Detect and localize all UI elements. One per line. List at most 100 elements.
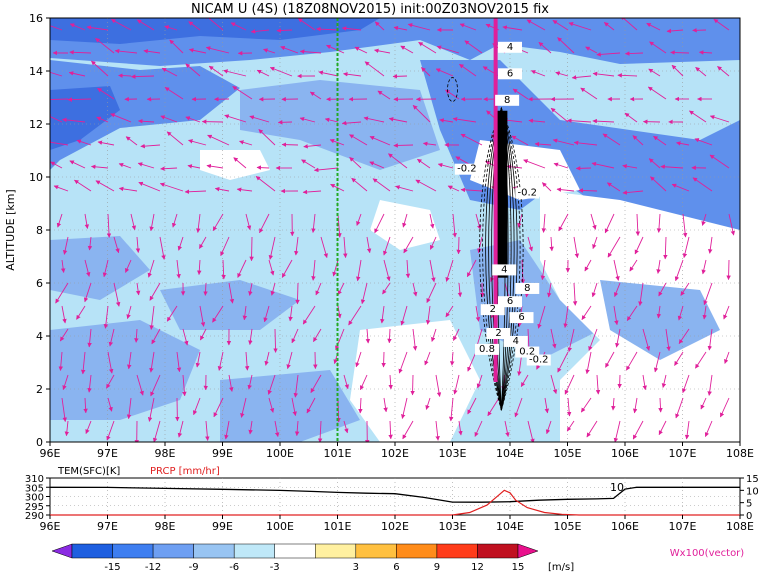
wind-vector bbox=[692, 177, 713, 192]
wind-vector bbox=[523, 159, 546, 169]
wind-vector bbox=[87, 374, 92, 393]
wind-vector bbox=[248, 420, 253, 435]
wind-vector bbox=[658, 420, 667, 436]
wind-vector bbox=[56, 213, 63, 228]
field-region-15 bbox=[600, 280, 720, 360]
wind-vector bbox=[301, 159, 316, 169]
field-region-3 bbox=[50, 86, 120, 150]
wind-vector bbox=[236, 187, 253, 192]
wind-vector bbox=[207, 134, 230, 146]
wind-vector bbox=[689, 110, 707, 123]
wind-vector bbox=[658, 397, 663, 413]
wind-vector bbox=[571, 75, 592, 80]
wind-vector bbox=[726, 259, 731, 281]
wind-vector bbox=[160, 166, 178, 171]
wind-vector bbox=[192, 397, 201, 416]
wind-vector bbox=[205, 46, 230, 54]
wind-vector bbox=[349, 134, 368, 146]
wind-vector bbox=[520, 374, 529, 387]
contour-label: 2 bbox=[490, 304, 496, 315]
wind-vector bbox=[671, 183, 690, 192]
x-tick-label: 107E bbox=[669, 447, 697, 460]
wind-vector bbox=[456, 236, 461, 255]
wind-vector bbox=[449, 351, 455, 366]
wind-vector bbox=[126, 397, 132, 420]
wind-vector bbox=[383, 259, 391, 282]
contour-label: -0.2 bbox=[517, 188, 537, 199]
wind-vector bbox=[96, 116, 109, 123]
wind-vector bbox=[62, 117, 86, 123]
legend-temperature: TEM(SFC)[K] bbox=[57, 466, 120, 477]
wind-vector bbox=[638, 282, 644, 306]
wind-vector bbox=[341, 26, 362, 31]
wind-vector bbox=[656, 259, 661, 274]
wind-vector bbox=[401, 397, 408, 419]
wind-vector bbox=[187, 164, 201, 169]
wind-vector bbox=[402, 420, 414, 440]
wind-vector bbox=[457, 282, 463, 298]
temperature-line bbox=[49, 486, 740, 503]
wind-vector bbox=[228, 282, 235, 304]
wind-vector bbox=[603, 22, 615, 31]
x-tick-label: 96E bbox=[40, 447, 61, 460]
wind-vector bbox=[263, 48, 276, 54]
surface-x-tick-label: 103E bbox=[439, 520, 467, 533]
colorbar-swatch bbox=[193, 543, 235, 559]
y-tick-label: 0 bbox=[36, 436, 43, 449]
wind-vector bbox=[293, 374, 299, 398]
wind-vector bbox=[580, 397, 592, 413]
contour-label-bg bbox=[498, 41, 522, 53]
wind-vector bbox=[212, 305, 224, 323]
contour-label-bg bbox=[515, 346, 540, 358]
wind-vector bbox=[130, 213, 137, 231]
wind-vector bbox=[602, 133, 621, 146]
wind-vector bbox=[383, 236, 391, 256]
wind-vector bbox=[708, 236, 713, 254]
wind-vector bbox=[268, 259, 275, 276]
wind-vector bbox=[424, 351, 431, 366]
wind-vector bbox=[617, 374, 622, 389]
wind-vector bbox=[567, 328, 575, 353]
colorbar-swatch bbox=[396, 543, 438, 559]
wind-vector bbox=[445, 259, 454, 282]
wind-vector bbox=[330, 183, 345, 192]
colorbar-end-right bbox=[517, 543, 539, 559]
wind-vector bbox=[147, 397, 155, 422]
wind-vector bbox=[326, 44, 345, 54]
surface-x-axis: 96E 97E 98E 99E 100E 101E 102E 103E 104E 105E 106E… bbox=[40, 515, 754, 533]
contour-label: 4 bbox=[513, 336, 519, 347]
wind-vector bbox=[147, 259, 155, 278]
wind-vector bbox=[459, 63, 477, 77]
wind-vector bbox=[83, 282, 92, 303]
wind-vector bbox=[584, 259, 592, 272]
wind-vector bbox=[97, 87, 115, 100]
wind-vector bbox=[369, 136, 391, 146]
wind-vector bbox=[58, 351, 63, 371]
wind-vector bbox=[134, 328, 139, 343]
wind-vector bbox=[572, 282, 578, 306]
wind-vector bbox=[622, 190, 644, 195]
wind-vector bbox=[118, 162, 132, 169]
wind-vector bbox=[182, 328, 189, 346]
wind-vector bbox=[717, 66, 730, 77]
wind-vector bbox=[661, 374, 667, 388]
wind-vector bbox=[624, 112, 638, 123]
surface-x-tick-label: 97E bbox=[97, 520, 118, 533]
wind-vector bbox=[185, 63, 201, 77]
wind-vector bbox=[538, 41, 552, 54]
wind-vector bbox=[84, 213, 90, 229]
y-tick-label: 6 bbox=[36, 277, 43, 290]
wind-vector bbox=[474, 420, 483, 437]
wind-vector bbox=[537, 305, 546, 329]
colorbar: -15 -12 -9 -6 -3 3 6 9 12 15 [m/s] bbox=[51, 543, 574, 573]
wind-vector bbox=[160, 115, 178, 123]
wind-vector bbox=[701, 213, 707, 226]
wind-vector bbox=[671, 64, 684, 77]
surface-left-tick-label: 305 bbox=[25, 483, 44, 494]
wind-vector bbox=[477, 236, 483, 254]
wind-vector bbox=[76, 139, 92, 146]
wind-vector bbox=[555, 71, 569, 77]
x-tick-label: 108E bbox=[726, 447, 754, 460]
wind-vector bbox=[87, 328, 92, 348]
wind-vector bbox=[557, 37, 575, 54]
